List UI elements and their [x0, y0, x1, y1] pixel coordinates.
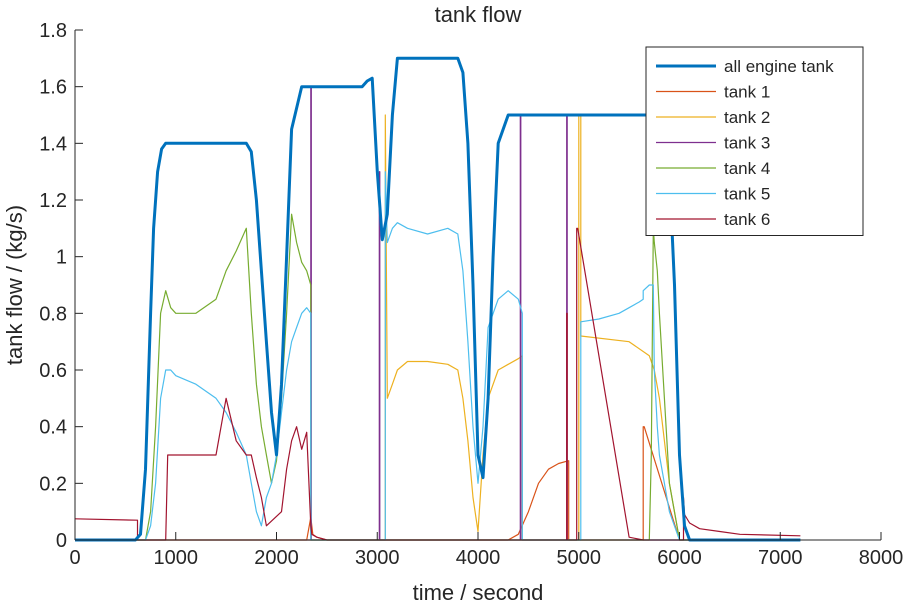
x-tick-label: 2000 [254, 547, 299, 569]
legend-label: tank 2 [724, 108, 770, 127]
y-tick-label: 1.6 [39, 77, 67, 99]
series-line-4 [75, 213, 801, 541]
x-tick-label: 8000 [859, 547, 904, 569]
legend-label: tank 6 [724, 210, 770, 229]
legend-box [645, 46, 864, 236]
y-tick-label: 0.4 [39, 417, 67, 439]
y-tick-label: 1.8 [39, 20, 67, 42]
legend-label: tank 4 [724, 159, 770, 178]
x-tick-label: 0 [69, 547, 80, 569]
x-axis-title: time / second [413, 580, 544, 604]
y-tick-label: 1.2 [39, 190, 67, 212]
y-tick-label: 1 [56, 247, 67, 269]
legend-label: tank 5 [724, 185, 770, 204]
y-tick-label: 1.4 [39, 133, 67, 155]
legend-label: tank 3 [724, 134, 770, 153]
axes: 0 1000 2000 3000 4000 5000 6000 7000 8000 0 0.2 0.4… [39, 20, 903, 569]
legend: all engine tank tank 1 tank 2 tank 3 tank 4 t… [645, 46, 864, 236]
x-tick-label: 5000 [557, 547, 602, 569]
chart-title: tank flow [435, 2, 522, 27]
series-line-5 [75, 171, 801, 541]
x-tick-label: 3000 [355, 547, 400, 569]
series-line-2 [75, 114, 801, 541]
x-tick-label: 4000 [456, 547, 501, 569]
legend-label: tank 1 [724, 83, 770, 102]
y-axis-title: tank flow / (kg/s) [2, 205, 27, 365]
y-tick-label: 0.6 [39, 360, 67, 382]
x-tick-label: 1000 [154, 547, 199, 569]
y-tick-label: 0.2 [39, 473, 67, 495]
series-line-0 [75, 56, 801, 542]
y-tick-label: 0.8 [39, 303, 67, 325]
y-tick-label: 0 [56, 530, 67, 552]
x-tick-label: 6000 [657, 547, 702, 569]
legend-label: all engine tank [724, 57, 834, 76]
x-tick-label: 7000 [758, 547, 803, 569]
